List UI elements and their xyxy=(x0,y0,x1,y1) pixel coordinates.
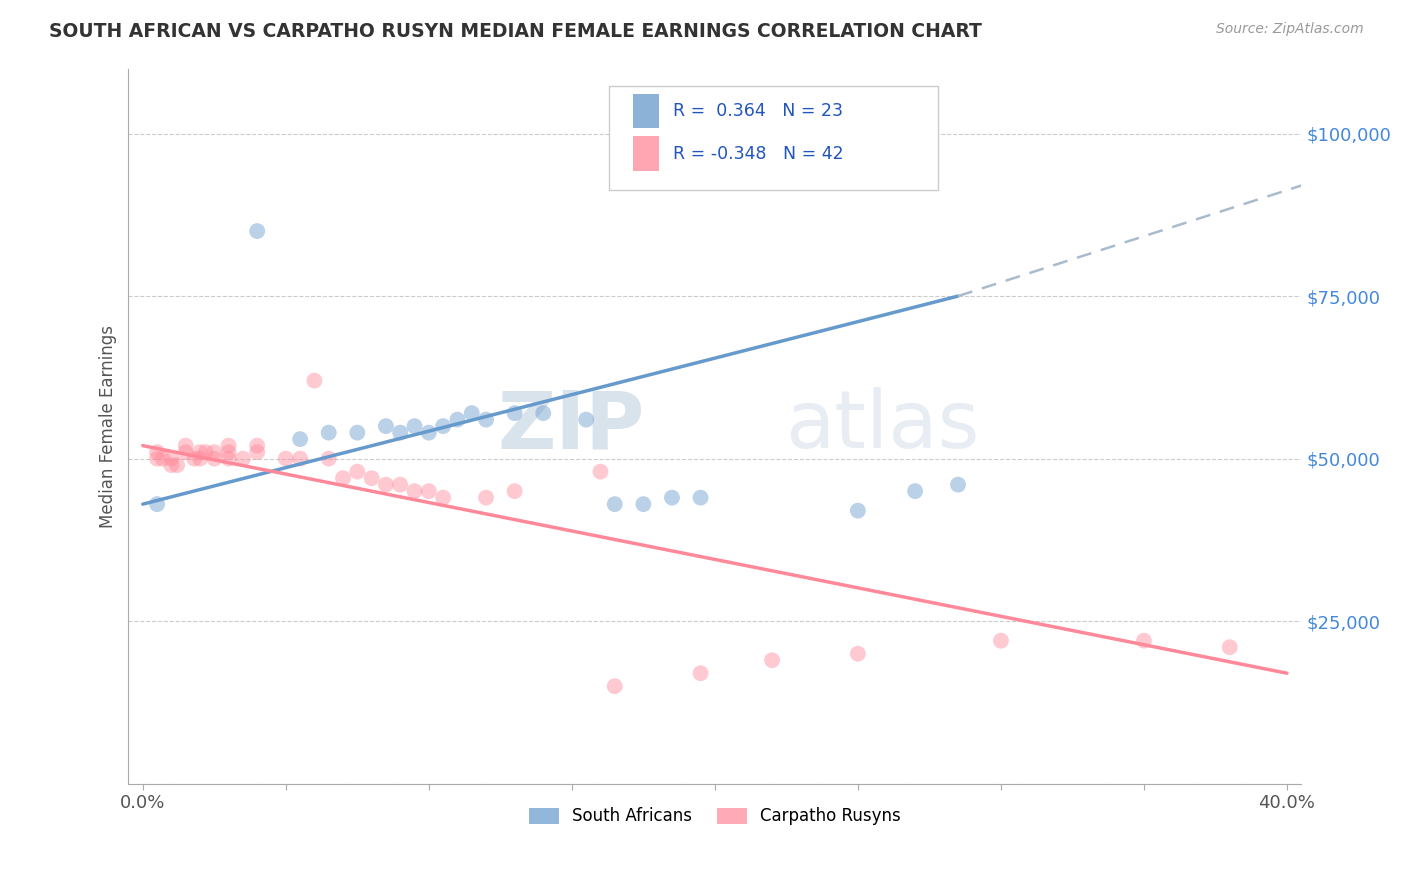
Text: R =  0.364   N = 23: R = 0.364 N = 23 xyxy=(672,102,842,120)
Point xyxy=(183,451,205,466)
Point xyxy=(288,451,311,466)
Point xyxy=(374,419,396,434)
Point xyxy=(188,451,211,466)
Point xyxy=(761,653,783,667)
Point xyxy=(432,491,454,505)
Point xyxy=(146,497,169,511)
Point xyxy=(418,484,440,499)
Point xyxy=(689,666,711,681)
Y-axis label: Median Female Earnings: Median Female Earnings xyxy=(100,325,117,528)
Point xyxy=(188,445,211,459)
Point xyxy=(374,477,396,491)
Point xyxy=(661,491,683,505)
Point xyxy=(475,491,498,505)
Point xyxy=(318,451,340,466)
Point xyxy=(633,497,655,511)
Point xyxy=(304,374,326,388)
Point xyxy=(318,425,340,440)
Point xyxy=(218,445,240,459)
Point xyxy=(603,497,626,511)
Point xyxy=(503,406,526,420)
Point xyxy=(202,451,225,466)
Point xyxy=(389,425,412,440)
Point xyxy=(503,484,526,499)
FancyBboxPatch shape xyxy=(609,87,938,190)
Point xyxy=(404,484,426,499)
Point xyxy=(346,465,368,479)
Point xyxy=(246,439,269,453)
FancyBboxPatch shape xyxy=(633,136,658,170)
Point xyxy=(1219,640,1241,655)
Point xyxy=(946,477,969,491)
Point xyxy=(531,406,554,420)
Point xyxy=(589,465,612,479)
Point xyxy=(1133,633,1156,648)
Text: atlas: atlas xyxy=(785,387,980,465)
Point xyxy=(418,425,440,440)
Point xyxy=(194,445,217,459)
Point xyxy=(166,458,188,472)
Point xyxy=(218,439,240,453)
Point xyxy=(274,451,297,466)
Point xyxy=(990,633,1012,648)
Point xyxy=(146,451,169,466)
FancyBboxPatch shape xyxy=(633,94,658,128)
Point xyxy=(246,224,269,238)
Point xyxy=(389,477,412,491)
Point xyxy=(603,679,626,693)
Text: Source: ZipAtlas.com: Source: ZipAtlas.com xyxy=(1216,22,1364,37)
Point xyxy=(846,647,869,661)
Point xyxy=(689,491,711,505)
Point xyxy=(404,419,426,434)
Point xyxy=(575,412,598,426)
Point xyxy=(152,451,174,466)
Point xyxy=(846,503,869,517)
Legend: South Africans, Carpatho Rusyns: South Africans, Carpatho Rusyns xyxy=(529,807,901,825)
Text: SOUTH AFRICAN VS CARPATHO RUSYN MEDIAN FEMALE EARNINGS CORRELATION CHART: SOUTH AFRICAN VS CARPATHO RUSYN MEDIAN F… xyxy=(49,22,981,41)
Point xyxy=(160,458,183,472)
Point xyxy=(146,445,169,459)
Point xyxy=(346,425,368,440)
Point xyxy=(461,406,484,420)
Point xyxy=(332,471,354,485)
Point xyxy=(174,445,197,459)
Text: ZIP: ZIP xyxy=(498,387,644,465)
Point xyxy=(202,445,225,459)
Point xyxy=(246,445,269,459)
Text: R = -0.348   N = 42: R = -0.348 N = 42 xyxy=(672,145,844,162)
Point xyxy=(288,432,311,446)
Point xyxy=(904,484,927,499)
Point xyxy=(475,412,498,426)
Point xyxy=(360,471,382,485)
Point xyxy=(232,451,254,466)
Point xyxy=(446,412,468,426)
Point xyxy=(174,439,197,453)
Point xyxy=(432,419,454,434)
Point xyxy=(218,451,240,466)
Point xyxy=(160,451,183,466)
